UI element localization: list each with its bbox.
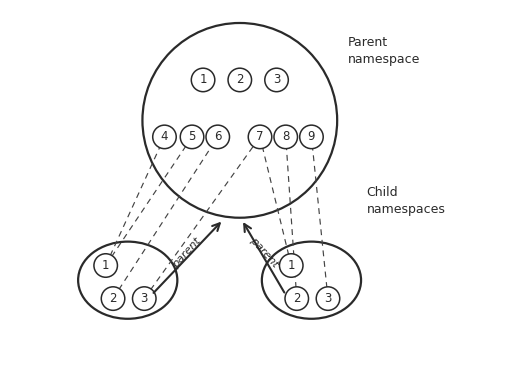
Text: 1: 1 (102, 259, 109, 272)
Text: 2: 2 (236, 73, 243, 87)
Text: 2: 2 (293, 292, 300, 305)
Text: 3: 3 (140, 292, 148, 305)
Circle shape (191, 68, 215, 92)
Circle shape (206, 125, 230, 149)
Text: 2: 2 (109, 292, 117, 305)
Circle shape (248, 125, 272, 149)
Circle shape (316, 287, 340, 310)
Circle shape (279, 254, 303, 277)
Text: 1: 1 (288, 259, 295, 272)
Circle shape (300, 125, 323, 149)
Text: parent: parent (171, 236, 203, 270)
Text: 3: 3 (324, 292, 332, 305)
Text: 1: 1 (200, 73, 207, 87)
Text: 3: 3 (273, 73, 280, 87)
Circle shape (228, 68, 251, 92)
Text: 4: 4 (161, 131, 168, 143)
Text: Parent
namespace: Parent namespace (348, 35, 420, 66)
Text: 9: 9 (308, 131, 315, 143)
Circle shape (132, 287, 156, 310)
Circle shape (153, 125, 176, 149)
Circle shape (265, 68, 288, 92)
Circle shape (274, 125, 297, 149)
Circle shape (94, 254, 118, 277)
Circle shape (101, 287, 125, 310)
Circle shape (285, 287, 308, 310)
Text: Child
namespaces: Child namespaces (366, 186, 445, 216)
Text: 6: 6 (214, 131, 221, 143)
Circle shape (180, 125, 204, 149)
Text: 7: 7 (256, 131, 264, 143)
Text: parent: parent (248, 236, 280, 270)
Text: 5: 5 (188, 131, 196, 143)
Text: 8: 8 (282, 131, 290, 143)
